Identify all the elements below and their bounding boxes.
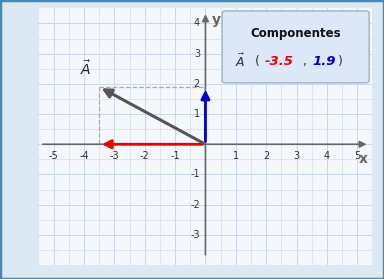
Text: 1.9: 1.9 [312, 55, 336, 68]
Text: $\vec{A}$: $\vec{A}$ [80, 60, 91, 78]
Text: 4: 4 [324, 151, 330, 161]
Text: 1: 1 [233, 151, 239, 161]
Text: (: ( [255, 55, 260, 68]
Text: ): ) [338, 55, 343, 68]
Text: 2: 2 [263, 151, 269, 161]
Text: 3: 3 [293, 151, 300, 161]
Text: -4: -4 [79, 151, 89, 161]
Text: 5: 5 [354, 151, 361, 161]
Text: -2: -2 [190, 200, 200, 210]
Text: -3: -3 [190, 230, 200, 240]
Text: -3: -3 [109, 151, 119, 161]
FancyBboxPatch shape [222, 11, 369, 83]
Text: -3.5: -3.5 [265, 55, 294, 68]
Text: y: y [212, 13, 220, 27]
Text: -1: -1 [190, 169, 200, 179]
Text: 4: 4 [194, 18, 200, 28]
Text: -2: -2 [140, 151, 150, 161]
Text: 1: 1 [194, 109, 200, 119]
Text: 2: 2 [194, 79, 200, 89]
Text: $\vec{A}$: $\vec{A}$ [235, 53, 246, 70]
Text: 3: 3 [194, 49, 200, 59]
Text: Componentes: Componentes [250, 27, 341, 40]
Text: ,: , [303, 55, 307, 68]
Text: -1: -1 [170, 151, 180, 161]
Text: -5: -5 [49, 151, 58, 161]
Text: x: x [359, 152, 368, 166]
